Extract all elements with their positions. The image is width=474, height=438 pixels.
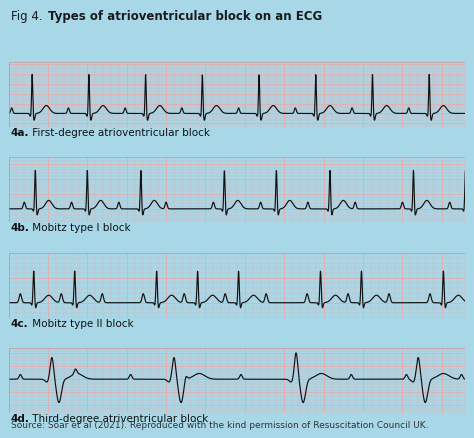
Bar (9, 253, 465, 318)
Bar (9, 348, 465, 413)
Bar (9, 63, 465, 128)
Text: 4d.: 4d. (11, 413, 30, 423)
Text: Source: Soar et al (2021). Reproduced with the kind permission of Resuscitation : Source: Soar et al (2021). Reproduced wi… (11, 420, 428, 429)
Bar (9, 158, 465, 223)
Text: 4c.: 4c. (11, 318, 28, 328)
Text: Third-degree atriventricular block: Third-degree atriventricular block (28, 413, 208, 423)
Text: Types of atrioventricular block on an ECG: Types of atrioventricular block on an EC… (47, 10, 322, 23)
Text: Mobitz type I block: Mobitz type I block (28, 223, 130, 233)
Text: First-degree atrioventricular block: First-degree atrioventricular block (28, 128, 210, 138)
Text: Mobitz type II block: Mobitz type II block (28, 318, 133, 328)
Text: 4a.: 4a. (11, 128, 29, 138)
Text: 4b.: 4b. (11, 223, 30, 233)
Text: Fig 4.: Fig 4. (11, 10, 46, 23)
